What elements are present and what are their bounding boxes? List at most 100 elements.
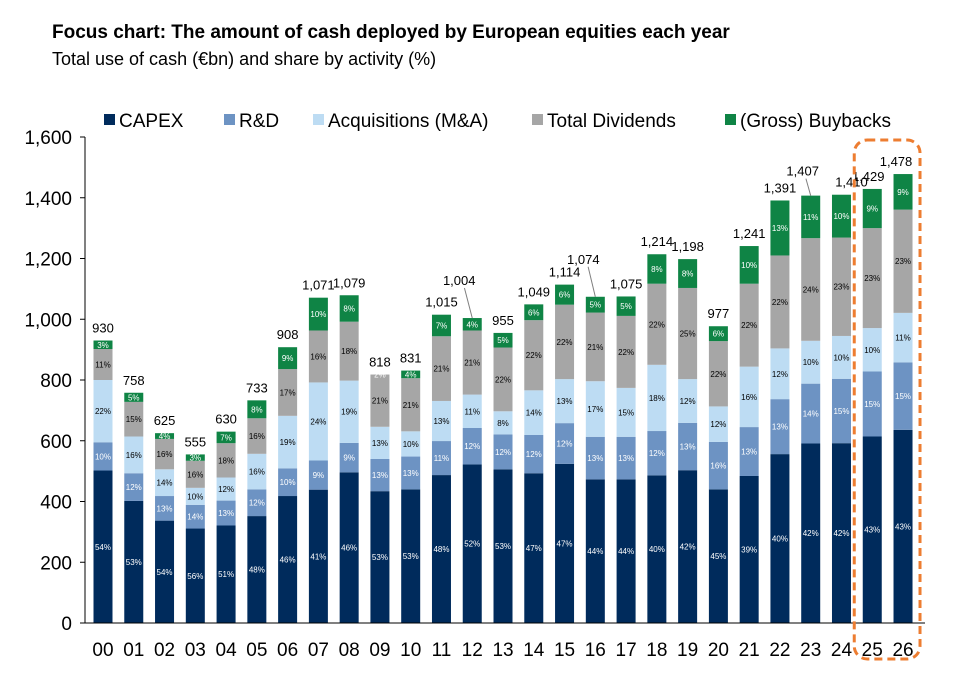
y-tick-label: 600 (40, 432, 72, 453)
segment-label: 47% (557, 539, 573, 548)
bar-stack-14: 47% 12% 14% 22% 6% 1,049 (518, 284, 551, 623)
y-tick-label: 200 (40, 553, 72, 574)
bar-segment (124, 392, 144, 402)
segment-label: 16% (249, 468, 265, 477)
segment-label: 44% (618, 547, 634, 556)
x-tick-label: 10 (400, 640, 421, 661)
bar-segment (155, 520, 175, 623)
total-label: 1,004 (443, 273, 476, 288)
legend-label: R&D (239, 111, 279, 132)
x-tick-label: 23 (800, 640, 821, 661)
legend-label: Acquisitions (M&A) (328, 111, 489, 132)
segment-label: 5% (497, 336, 509, 345)
chart-title: Focus chart: The amount of cash deployed… (52, 22, 730, 43)
highlight-box (852, 138, 922, 661)
bar-segment (216, 443, 236, 478)
x-tick-label: 15 (554, 640, 575, 661)
x-tick-label: 00 (92, 640, 113, 661)
segment-label: 39% (741, 545, 757, 554)
bar-segment (401, 370, 421, 379)
bar-segment (801, 195, 821, 239)
bar-segment (247, 400, 267, 419)
legend-swatch (224, 114, 235, 125)
bar-segment (339, 295, 359, 322)
bar-segment (770, 200, 790, 256)
bar-segment (247, 453, 267, 490)
total-label: 630 (215, 412, 237, 427)
y-tick-label: 400 (40, 493, 72, 514)
bar-segment (308, 297, 328, 331)
segment-label: 21% (587, 343, 603, 352)
segment-label: 9% (897, 188, 909, 197)
bar-segment (462, 318, 482, 331)
bar-stack-22: 40% 13% 12% 22% 13% 1,391 (764, 180, 796, 623)
segment-label: 7% (436, 321, 448, 330)
bar-segment (462, 394, 482, 428)
segment-label: 53% (495, 542, 511, 551)
segment-label: 16% (741, 393, 757, 402)
bar-segment (678, 287, 698, 380)
segment-label: 2% (374, 371, 386, 380)
x-tick-label: 07 (308, 640, 329, 661)
bar-segment (216, 431, 236, 444)
bar-segment (555, 284, 575, 305)
bar-segment (708, 406, 728, 442)
total-label: 1,429 (852, 169, 885, 184)
bar-segment (801, 340, 821, 384)
segment-label: 13% (157, 504, 173, 513)
bar-segment (493, 434, 513, 470)
bar-stack-10: 53% 13% 10% 21% 4% 831 (400, 351, 422, 623)
y-tick-label: 1,600 (24, 128, 72, 149)
bar-segment (708, 489, 728, 623)
segment-label: 12% (557, 439, 573, 448)
bar-segment (616, 436, 636, 480)
bar-segment (462, 330, 482, 395)
bar-stack-06: 46% 10% 19% 17% 9% 908 (277, 327, 298, 623)
leader-line (587, 266, 596, 297)
legend-label: CAPEX (119, 111, 184, 132)
x-axis: 00 01 02 03 04 05 06 07 08 09 10 11 12 13 14 15 16 17 18 19… (85, 622, 925, 661)
bar-segment (431, 475, 451, 623)
legend-item-4: (Gross) Buybacks (725, 111, 891, 132)
x-tick-label: 20 (708, 640, 729, 661)
segment-label: 53% (403, 552, 419, 561)
segment-label: 12% (772, 370, 788, 379)
segment-label: 10% (864, 346, 880, 355)
segment-label: 10% (280, 478, 296, 487)
bar-segment (370, 426, 390, 459)
bar-segment (801, 383, 821, 444)
bar-stack-18: 40% 12% 18% 22% 8% 1,214 (641, 234, 673, 623)
bar-segment (339, 472, 359, 623)
bar-segment (616, 387, 636, 437)
segment-label: 21% (433, 365, 449, 374)
segment-label: 12% (126, 483, 142, 492)
segment-label: 8% (251, 405, 263, 414)
bar-segment (339, 442, 359, 473)
bar-segment (401, 456, 421, 490)
segment-label: 12% (526, 450, 542, 459)
bar-segment (585, 479, 605, 623)
bar-segment (308, 330, 328, 383)
bar-segment (93, 349, 113, 380)
segment-label: 19% (341, 408, 357, 417)
bar-segment (647, 283, 667, 365)
segment-label: 52% (464, 540, 480, 549)
segment-label: 8% (497, 419, 509, 428)
bar-segment (524, 390, 544, 435)
bar-segment (93, 442, 113, 471)
segment-label: 18% (341, 347, 357, 356)
total-label: 1,049 (518, 284, 551, 299)
segment-label: 53% (126, 558, 142, 567)
segment-label: 4% (159, 432, 171, 441)
bar-segment (893, 174, 913, 210)
bar-segment (370, 374, 390, 427)
segment-label: 14% (157, 479, 173, 488)
x-tick-label: 11 (432, 640, 452, 661)
segment-label: 15% (864, 400, 880, 409)
bar-segment (831, 443, 851, 623)
bar-segment (585, 312, 605, 382)
bar-segment (370, 491, 390, 623)
segment-label: 23% (833, 283, 849, 292)
bar-stack-11: 48% 11% 13% 21% 7% 1,015 (425, 295, 458, 623)
